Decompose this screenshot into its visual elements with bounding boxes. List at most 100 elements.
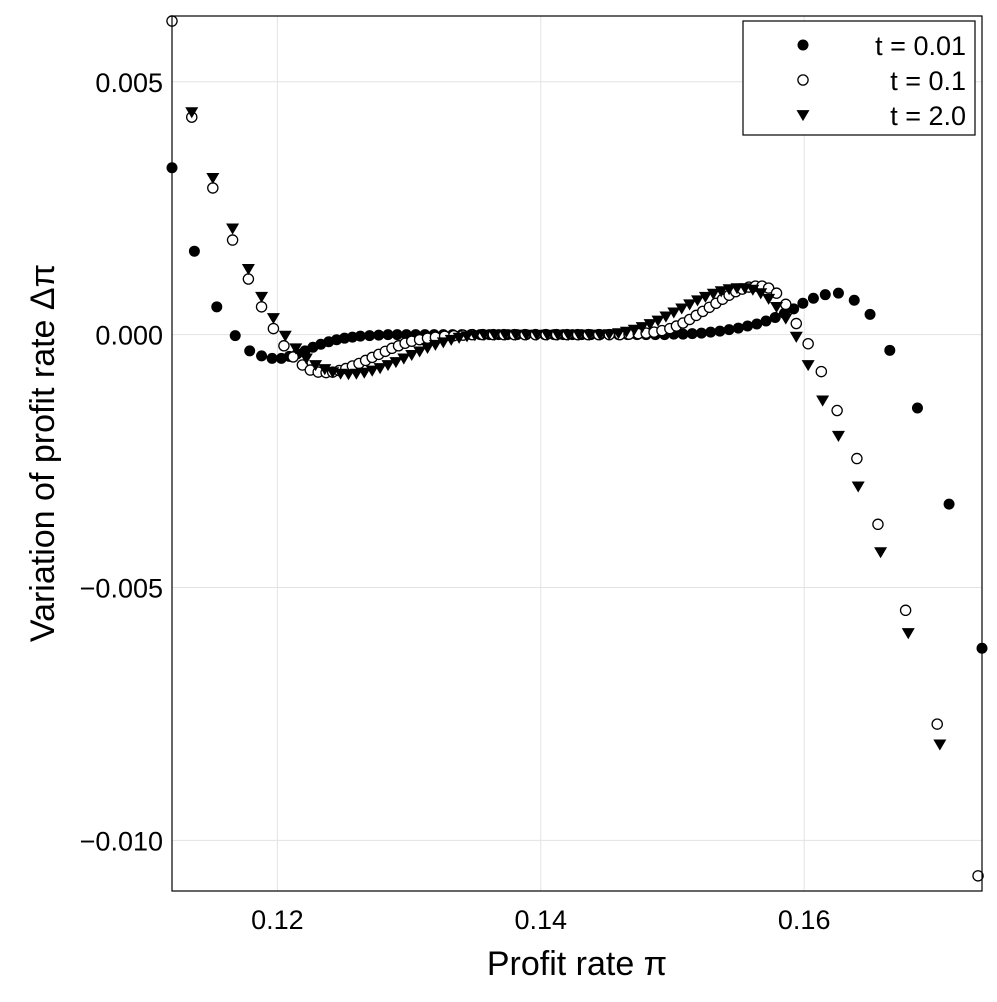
legend: t = 0.01 t = 0.1 t = 2.0 bbox=[742, 20, 976, 136]
data-point bbox=[188, 245, 200, 257]
data-point bbox=[452, 332, 466, 344]
legend-label: t = 0.1 bbox=[890, 66, 966, 96]
legend-marker bbox=[797, 74, 809, 86]
data-point bbox=[278, 330, 292, 342]
legend-marker bbox=[796, 110, 810, 122]
data-point bbox=[530, 329, 544, 341]
data-point bbox=[770, 301, 784, 313]
y-tick-label: 0.005 bbox=[95, 68, 163, 98]
data-point bbox=[797, 297, 809, 309]
data-point bbox=[762, 293, 776, 305]
series-points bbox=[185, 107, 947, 751]
data-point bbox=[436, 337, 450, 349]
data-point bbox=[815, 365, 828, 378]
data-point bbox=[769, 311, 781, 323]
data-points bbox=[166, 15, 988, 882]
legend-label: t = 2.0 bbox=[890, 101, 966, 131]
data-point bbox=[698, 291, 712, 303]
data-point bbox=[349, 368, 363, 380]
data-point bbox=[677, 328, 689, 340]
data-point bbox=[790, 317, 803, 330]
data-point bbox=[779, 313, 793, 325]
data-point bbox=[354, 330, 366, 342]
plot-frame bbox=[171, 15, 983, 892]
data-point bbox=[287, 351, 299, 363]
data-point bbox=[185, 107, 199, 119]
data-point bbox=[488, 329, 502, 341]
data-point bbox=[207, 182, 219, 194]
data-point bbox=[754, 288, 768, 300]
data-point bbox=[242, 273, 255, 285]
data-point bbox=[884, 344, 896, 356]
data-point bbox=[583, 329, 597, 341]
data-point bbox=[593, 329, 607, 341]
data-point bbox=[714, 286, 728, 298]
x-tick-label: 0.14 bbox=[514, 905, 567, 935]
data-point bbox=[229, 330, 241, 342]
y-tick-label: 0.000 bbox=[95, 321, 163, 351]
data-point bbox=[899, 604, 912, 617]
data-point bbox=[667, 307, 681, 319]
data-point bbox=[627, 324, 641, 336]
data-point bbox=[561, 329, 575, 341]
data-point bbox=[722, 284, 736, 296]
y-tick-label: −0.010 bbox=[80, 826, 163, 856]
data-point bbox=[831, 404, 843, 417]
data-point bbox=[643, 319, 657, 331]
data-point bbox=[498, 329, 512, 341]
data-point bbox=[364, 330, 376, 342]
data-point bbox=[397, 353, 411, 365]
data-point bbox=[309, 360, 323, 372]
data-point bbox=[572, 329, 586, 341]
legend-label: t = 0.01 bbox=[875, 31, 966, 61]
data-point bbox=[278, 340, 290, 352]
data-point bbox=[874, 547, 888, 559]
data-point bbox=[933, 739, 947, 751]
data-point bbox=[289, 343, 303, 355]
data-point bbox=[509, 329, 523, 341]
data-point bbox=[211, 301, 223, 313]
data-point bbox=[832, 287, 844, 299]
data-point bbox=[226, 223, 240, 235]
data-point bbox=[468, 330, 482, 342]
legend-box bbox=[742, 20, 976, 136]
data-point bbox=[972, 870, 984, 882]
data-point bbox=[421, 342, 435, 354]
data-point bbox=[256, 350, 268, 362]
data-point bbox=[686, 328, 698, 340]
data-point bbox=[675, 303, 689, 315]
data-point bbox=[602, 329, 616, 341]
data-point bbox=[864, 308, 876, 320]
data-point bbox=[226, 234, 239, 246]
data-point bbox=[651, 315, 665, 327]
data-point bbox=[819, 289, 831, 301]
data-point bbox=[244, 345, 256, 357]
data-point bbox=[714, 325, 726, 337]
data-point bbox=[816, 395, 830, 407]
data-point bbox=[705, 326, 717, 338]
data-point bbox=[831, 430, 845, 442]
data-point bbox=[318, 364, 332, 376]
data-point bbox=[405, 349, 419, 362]
data-point bbox=[683, 299, 697, 311]
data-point bbox=[802, 337, 814, 350]
data-point bbox=[619, 326, 633, 338]
data-point bbox=[732, 322, 744, 334]
data-point bbox=[477, 329, 491, 341]
data-point bbox=[551, 329, 565, 341]
data-point bbox=[381, 360, 395, 372]
data-point bbox=[206, 172, 220, 185]
y-tick-label: −0.005 bbox=[80, 574, 163, 604]
data-point bbox=[365, 365, 379, 377]
data-point bbox=[780, 298, 792, 311]
data-point bbox=[382, 329, 394, 341]
x-tick-label: 0.16 bbox=[778, 905, 831, 935]
x-axis-label: Profit rate π bbox=[487, 945, 667, 983]
data-point bbox=[789, 331, 803, 343]
data-point bbox=[373, 329, 385, 341]
data-point bbox=[255, 291, 269, 303]
data-point bbox=[691, 295, 705, 307]
data-point bbox=[519, 329, 533, 341]
